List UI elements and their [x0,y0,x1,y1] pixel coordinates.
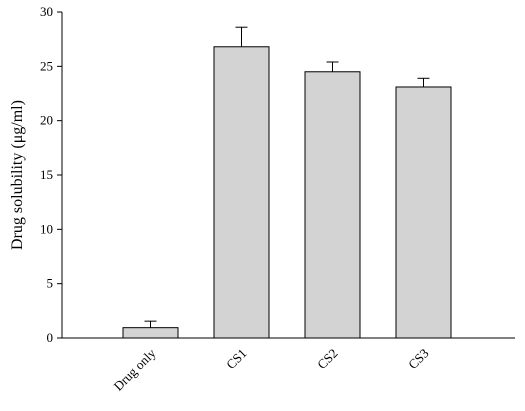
bar [122,327,179,339]
x-tick-label: CS3 [405,346,431,372]
error-bar [326,61,339,72]
x-tick-label: CS2 [314,346,340,372]
y-axis-label: Drug solubility (μg/ml) [9,100,26,250]
x-tick-label: CS1 [223,346,249,372]
bar [213,46,270,339]
error-bar [235,26,248,47]
bar [304,71,361,339]
x-tick-label: Drug only [110,345,158,393]
y-tick-label: 15 [40,167,53,182]
error-bar [144,320,157,328]
bar [395,86,452,339]
y-tick-label: 10 [40,221,53,236]
y-tick-label: 5 [47,276,54,291]
y-tick-label: 30 [40,4,53,19]
y-tick-label: 20 [40,113,53,128]
y-tick-label: 25 [40,58,53,73]
y-tick-label: 0 [47,330,54,345]
error-bar [417,77,430,87]
